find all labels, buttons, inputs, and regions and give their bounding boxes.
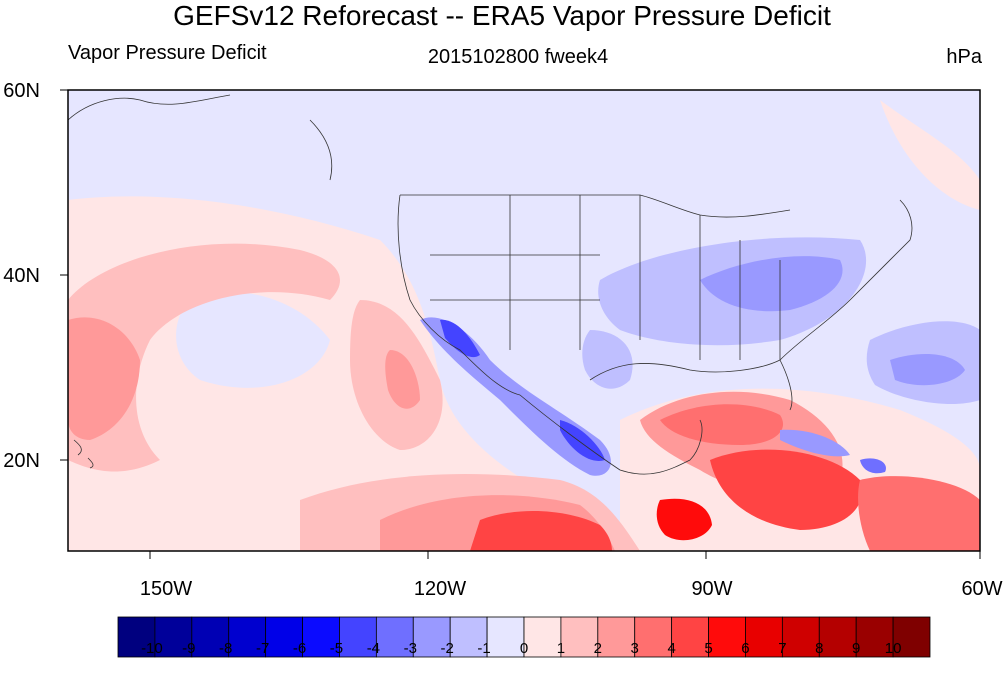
anomaly-region: [858, 476, 980, 551]
colorbar-tick-label: -10: [141, 640, 163, 657]
chart-title: GEFSv12 Reforecast -- ERA5 Vapor Pressur…: [173, 0, 831, 31]
colorbar-tick-label: 5: [704, 640, 713, 657]
colorbar-swatch: [154, 616, 193, 658]
colorbar-swatch: [781, 616, 820, 658]
colorbar-swatch: [228, 616, 267, 658]
anomaly-region: [660, 404, 784, 445]
colorbar-swatch: [117, 616, 156, 658]
colorbar-swatch: [375, 616, 414, 658]
colorbar-swatch: [634, 616, 673, 658]
anomaly-region: [440, 319, 480, 358]
colorbar-swatch: [302, 616, 340, 658]
anomaly-region: [470, 510, 612, 551]
lat-label-20n: 20N: [3, 450, 40, 472]
colorbar-swatch: [560, 616, 599, 658]
colorbar-tick-label: -5: [329, 640, 344, 657]
colorbar-tick-label: -3: [403, 640, 417, 657]
colorbar-tick-label: -1: [477, 640, 491, 657]
lon-label-120w: 120W: [413, 578, 467, 600]
colorbar-tick-label: -6: [292, 640, 307, 657]
anomaly-region: [560, 420, 605, 461]
colorbar-tick-label: 10: [884, 640, 902, 657]
lat-label-60n: 60N: [3, 80, 40, 102]
lat-label-40n: 40N: [3, 265, 40, 287]
colorbar-swatch: [892, 616, 931, 658]
colorbar-tick-label: 1: [556, 640, 566, 657]
colorbar-tick-label: 3: [630, 640, 639, 657]
lon-label-60w: 60W: [961, 578, 1003, 600]
anomaly-region: [780, 429, 850, 457]
colorbar-tick-label: -2: [440, 640, 454, 657]
colorbar-swatch: [745, 616, 783, 658]
colorbar-tick-label: 7: [778, 640, 787, 657]
coastlines: [67, 94, 913, 475]
anomaly-region: [68, 317, 140, 440]
anomaly-region: [68, 243, 340, 472]
variable-subtitle: Vapor Pressure Deficit: [68, 42, 267, 64]
colorbar-tick-label: -7: [255, 640, 270, 657]
colorbar-tick-label: -9: [182, 640, 196, 657]
lon-label-150w: 150W: [139, 578, 193, 600]
colorbar-tick-label: 2: [593, 640, 602, 657]
colorbar-tick-label: -4: [366, 640, 381, 657]
colorbar-tick-label: 8: [815, 640, 824, 657]
units-subtitle: hPa: [946, 46, 982, 68]
colorbar-swatch: [486, 616, 525, 658]
colorbar-tick-label: 0: [519, 640, 529, 657]
anomaly-region: [860, 458, 886, 474]
map-ticks: [60, 89, 981, 559]
colorbar-tick-label: -8: [219, 640, 233, 657]
anomaly-region: [710, 449, 862, 530]
anomaly-region: [700, 256, 843, 312]
colorbar-swatch: [818, 616, 857, 658]
colorbar-swatch: [339, 616, 377, 658]
anomaly-region: [656, 498, 712, 541]
map-frame: [67, 89, 981, 552]
anomaly-region: [385, 350, 420, 409]
date-subtitle: 2015102800 fweek4: [427, 46, 609, 68]
colorbar-swatch: [449, 616, 488, 658]
colorbar-tick-label: 9: [852, 640, 861, 657]
colorbar-swatch: [708, 616, 746, 658]
colorbar-tick-label: 6: [741, 640, 750, 657]
lon-label-90w: 90W: [691, 578, 733, 600]
colorbar-swatch: [671, 616, 709, 658]
colorbar-swatch: [597, 616, 636, 658]
colorbar-swatch: [855, 616, 894, 658]
anomaly-region: [420, 317, 611, 476]
colorbar-swatch: [412, 616, 451, 658]
anomaly-region: [582, 330, 633, 389]
colorbar-swatch: [265, 616, 303, 658]
colorbar-tick-label: 4: [667, 640, 676, 657]
anomaly-region: [880, 100, 980, 210]
anomaly-region: [890, 354, 965, 386]
colorbar-swatch: [191, 616, 230, 658]
anomaly-region: [176, 292, 330, 388]
